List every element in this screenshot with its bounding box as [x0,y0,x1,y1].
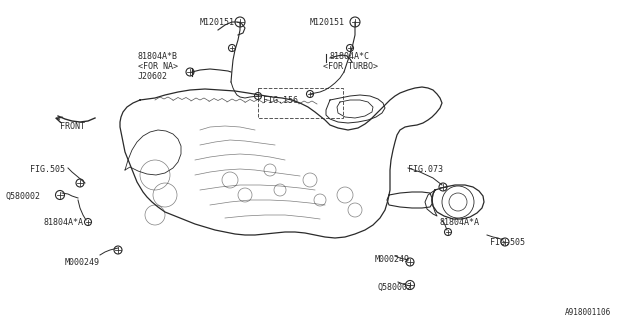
Text: A918001106: A918001106 [565,308,611,317]
Text: 81804A*B: 81804A*B [138,52,178,61]
Bar [258,88,343,118]
Text: Q580002: Q580002 [378,283,413,292]
Text: FIG.073: FIG.073 [408,165,443,174]
Text: FIG.505: FIG.505 [30,165,65,174]
Text: FIG.505: FIG.505 [490,238,525,247]
Text: FIG.156: FIG.156 [263,96,298,105]
Text: M000249: M000249 [65,258,100,267]
Text: Q580002: Q580002 [5,192,40,201]
Text: M120151: M120151 [200,18,235,27]
Text: M000249: M000249 [375,255,410,264]
Text: 81804A*A: 81804A*A [43,218,83,227]
Text: <FOR TURBO>: <FOR TURBO> [323,62,378,71]
Text: 81804A*A: 81804A*A [440,218,480,227]
Text: M120151: M120151 [310,18,345,27]
Text: J20602: J20602 [138,72,168,81]
Text: FRONT: FRONT [60,122,85,131]
Text: 81804A*C: 81804A*C [330,52,370,61]
Text: <FOR NA>: <FOR NA> [138,62,178,71]
